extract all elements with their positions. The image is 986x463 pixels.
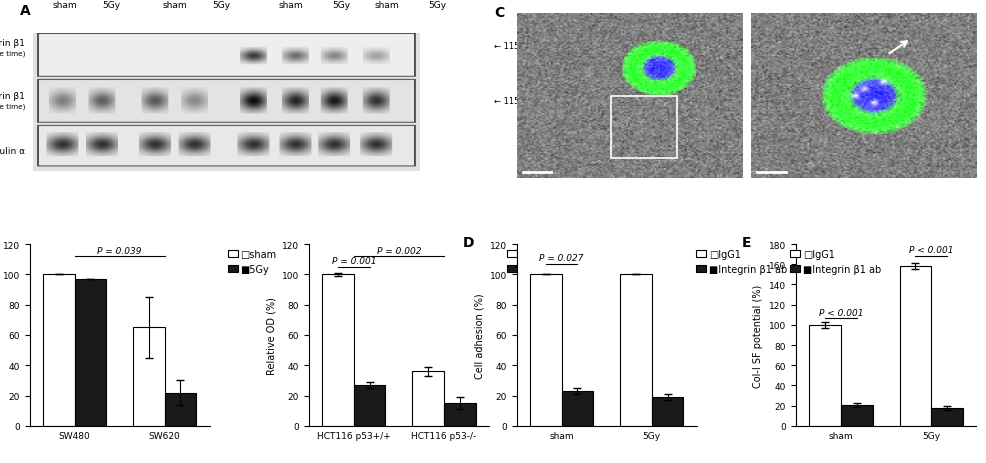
Bar xyxy=(43,275,75,426)
Text: Integrin β1: Integrin β1 xyxy=(0,92,25,101)
Text: sham: sham xyxy=(52,1,77,10)
Bar xyxy=(620,275,652,426)
Text: 5Gy: 5Gy xyxy=(212,1,231,10)
Text: Tubulin α: Tubulin α xyxy=(0,146,25,155)
Text: 5Gy: 5Gy xyxy=(103,1,120,10)
Text: sham: sham xyxy=(375,1,399,10)
Text: sham: sham xyxy=(279,1,304,10)
Text: sham: sham xyxy=(162,1,186,10)
Bar xyxy=(412,371,444,426)
Text: Integrin β1: Integrin β1 xyxy=(0,39,25,48)
Text: P = 0.027: P = 0.027 xyxy=(539,254,584,263)
Text: (short exposure time): (short exposure time) xyxy=(0,50,25,56)
Y-axis label: Relative OD (%): Relative OD (%) xyxy=(266,296,276,374)
Legend: □IgG1, ■Integrin β1 ab: □IgG1, ■Integrin β1 ab xyxy=(787,246,885,278)
Text: 5Gy: 5Gy xyxy=(332,1,350,10)
Bar xyxy=(322,275,354,426)
Text: D: D xyxy=(462,236,474,250)
Bar xyxy=(841,405,873,426)
Text: C: C xyxy=(494,6,505,19)
Text: ← 115 kDa: ← 115 kDa xyxy=(494,43,538,51)
Text: ← 115 kDa: ← 115 kDa xyxy=(494,97,538,106)
Text: 5Gy: 5Gy xyxy=(428,1,447,10)
Bar xyxy=(530,275,562,426)
Text: A: A xyxy=(21,4,32,18)
Bar xyxy=(133,328,165,426)
Legend: □sham, ■5Gy: □sham, ■5Gy xyxy=(224,246,281,278)
Text: E: E xyxy=(741,236,751,250)
Bar xyxy=(652,397,683,426)
Text: P = 0.039: P = 0.039 xyxy=(98,246,142,255)
Legend: □IgG1, ■Integrin β1 ab: □IgG1, ■Integrin β1 ab xyxy=(692,246,791,278)
Bar xyxy=(75,279,106,426)
Bar xyxy=(810,325,841,426)
Text: (long exposure time): (long exposure time) xyxy=(0,103,25,109)
Bar xyxy=(611,97,677,159)
Text: P = 0.002: P = 0.002 xyxy=(377,246,421,255)
Bar xyxy=(444,403,475,426)
Legend: □sham, ■5Gy: □sham, ■5Gy xyxy=(504,246,560,278)
Bar xyxy=(562,391,594,426)
Y-axis label: Col-I SF potential (%): Col-I SF potential (%) xyxy=(753,284,763,387)
Y-axis label: Cell adhesion (%): Cell adhesion (%) xyxy=(474,293,484,378)
Text: P = 0.001: P = 0.001 xyxy=(331,257,377,266)
Bar xyxy=(165,393,196,426)
Bar xyxy=(354,385,386,426)
Bar xyxy=(931,408,962,426)
Text: P < 0.001: P < 0.001 xyxy=(818,308,864,317)
Bar xyxy=(899,267,931,426)
Text: P < 0.001: P < 0.001 xyxy=(909,246,953,255)
